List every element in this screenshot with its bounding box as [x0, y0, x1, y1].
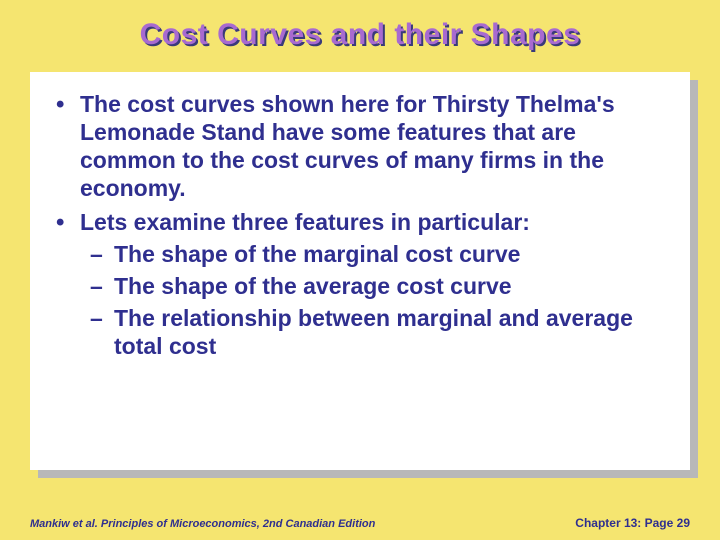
slide-title: Cost Curves and their Shapes [0, 0, 720, 52]
sub-bullet-item: The relationship between marginal and av… [86, 304, 666, 360]
content-box: The cost curves shown here for Thirsty T… [30, 72, 690, 470]
bullet-text: Lets examine three features in particula… [80, 209, 530, 235]
bullet-item: Lets examine three features in particula… [54, 208, 666, 360]
sub-bullet-item: The shape of the average cost curve [86, 272, 666, 300]
footer-citation: Mankiw et al. Principles of Microeconomi… [30, 518, 375, 530]
footer: Mankiw et al. Principles of Microeconomi… [0, 516, 720, 530]
sub-bullet-text: The shape of the marginal cost curve [114, 241, 520, 267]
sub-bullet-text: The shape of the average cost curve [114, 273, 512, 299]
sub-bullet-text: The relationship between marginal and av… [114, 305, 633, 359]
bullet-text: The cost curves shown here for Thirsty T… [80, 91, 615, 201]
bullet-list: The cost curves shown here for Thirsty T… [54, 90, 666, 360]
sub-bullet-item: The shape of the marginal cost curve [86, 240, 666, 268]
footer-page: Chapter 13: Page 29 [575, 516, 690, 530]
bullet-item: The cost curves shown here for Thirsty T… [54, 90, 666, 202]
content-container: The cost curves shown here for Thirsty T… [30, 72, 690, 470]
sub-bullet-list: The shape of the marginal cost curve The… [80, 240, 666, 360]
